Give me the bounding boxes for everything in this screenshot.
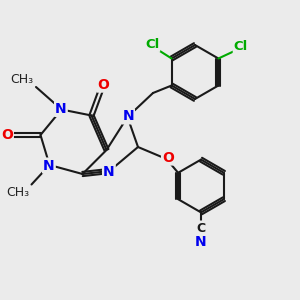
Text: Cl: Cl: [145, 38, 159, 51]
Text: CH₃: CH₃: [6, 186, 29, 199]
Text: Cl: Cl: [234, 40, 248, 53]
Text: N: N: [55, 102, 67, 116]
Text: C: C: [196, 221, 206, 235]
Text: O: O: [1, 128, 13, 142]
Text: O: O: [98, 78, 110, 92]
Text: O: O: [162, 151, 174, 164]
Text: CH₃: CH₃: [11, 73, 34, 85]
Text: N: N: [103, 165, 115, 178]
Text: N: N: [122, 110, 134, 123]
Text: N: N: [195, 235, 207, 248]
Text: N: N: [43, 159, 55, 172]
